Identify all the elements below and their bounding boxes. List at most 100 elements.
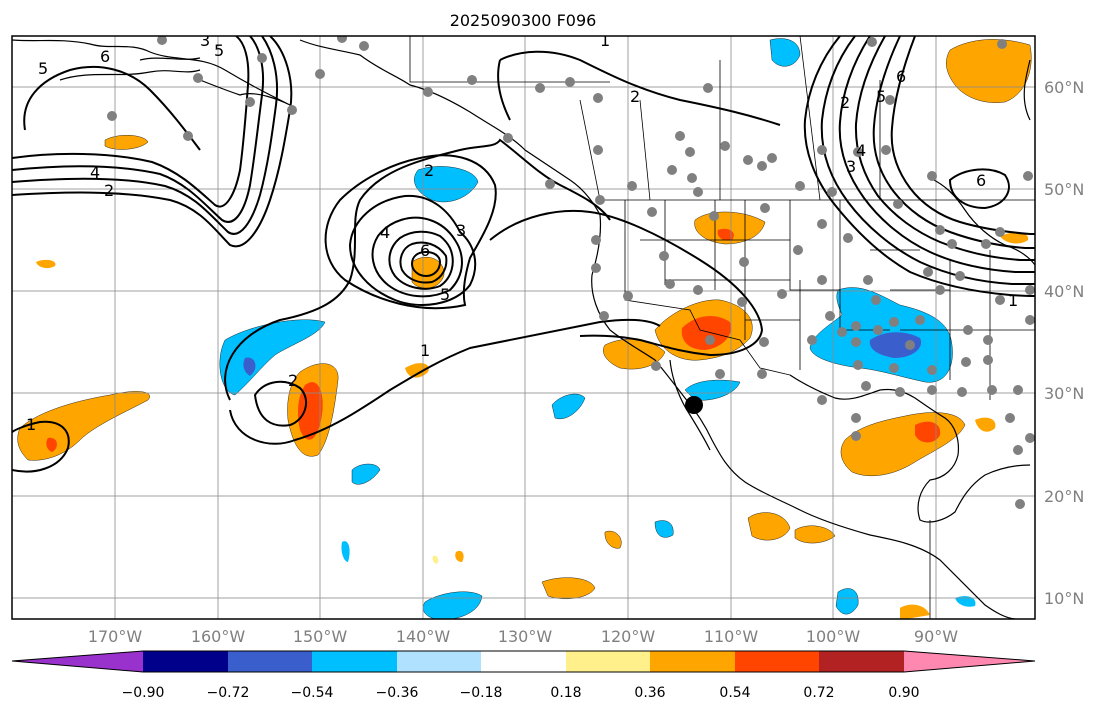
lon-label: 110°W [704, 627, 759, 646]
colorbar-label: 0.54 [719, 685, 750, 701]
shade-area [297, 382, 323, 440]
shade-area [104, 135, 149, 150]
colorbar-label: −0.36 [376, 685, 419, 701]
colorbar-segment [819, 651, 904, 672]
contour-label: 5 [440, 285, 450, 304]
colorbar-label: 0.90 [888, 685, 919, 701]
colorbar-extend-high [904, 651, 1035, 672]
contour-label: 2 [104, 181, 114, 200]
highlight-point [685, 396, 703, 414]
lat-label: 60°N [1044, 78, 1084, 97]
colorbar-outline [11, 650, 1036, 673]
lat-label: 20°N [1044, 487, 1084, 506]
contour-label: 4 [90, 163, 100, 182]
colorbar: −0.90 −0.72 −0.54 −0.36 −0.18 0.18 0.36 … [11, 650, 1036, 701]
shade-area [835, 588, 859, 615]
shade-area [551, 393, 586, 420]
shade-area [604, 530, 622, 549]
contour-label: 3 [846, 157, 856, 176]
colorbar-label: −0.72 [207, 685, 250, 701]
graticule [12, 36, 1035, 619]
shade-area [684, 379, 741, 401]
shade-area [717, 228, 734, 241]
longitude-labels: 170°W 160°W 150°W 140°W 130°W 120°W 110°… [88, 627, 958, 646]
latitude-labels: 60°N 50°N 40°N 30°N 20°N 10°N [1044, 78, 1084, 608]
political-borders [409, 36, 1035, 619]
shade-area [455, 550, 464, 562]
shade-area [869, 332, 922, 358]
contour-label: 5 [214, 41, 224, 60]
coastlines [12, 39, 1035, 619]
contour-label: 3 [456, 221, 466, 240]
shade-area [36, 259, 56, 269]
contour-label: 5 [38, 59, 48, 78]
shade-area [955, 596, 976, 607]
figure-title: 2025090300 F096 [450, 11, 597, 30]
shade-area [681, 316, 732, 350]
shade-area [414, 166, 479, 203]
colorbar-label: 0.18 [550, 685, 581, 701]
colorbar-segment [650, 651, 735, 672]
colorbar-segment [566, 651, 650, 672]
shade-area [46, 437, 57, 452]
contour-label: 6 [896, 67, 906, 86]
contour-label: 6 [976, 171, 986, 190]
shade-area [422, 591, 483, 619]
colorbar-segment [228, 651, 312, 672]
station-points [107, 36, 1035, 509]
contour-label: 5 [876, 87, 886, 106]
shade-area [243, 357, 256, 376]
contour-label: 3 [200, 31, 210, 50]
contour-label: 1 [600, 31, 610, 50]
colorbar-segment [143, 651, 228, 672]
shade-area [975, 417, 996, 432]
shade-area [432, 555, 439, 564]
shade-area [1000, 232, 1029, 244]
contour-label: 2 [630, 87, 640, 106]
lon-label: 90°W [914, 627, 958, 646]
colorbar-label: −0.18 [460, 685, 503, 701]
shade-area [900, 604, 930, 619]
contour-label: 1 [1008, 291, 1018, 310]
contour-label: 1 [26, 415, 36, 434]
colorbar-segment [397, 651, 481, 672]
contour-label: 1 [420, 341, 430, 360]
contour-label-layer: 5 6 5 3 2 4 2 1 2 4 3 6 5 1 2 1 6 6 5 4 … [26, 31, 1018, 434]
shade-area [747, 512, 791, 541]
shade-area [654, 520, 674, 538]
map-frame [11, 35, 1036, 620]
lon-label: 150°W [293, 627, 348, 646]
contour-label: 2 [288, 371, 298, 390]
colorbar-label: −0.54 [291, 685, 334, 701]
contour-label: 4 [380, 223, 390, 242]
colorbar-extend-low [12, 651, 143, 672]
colorbar-segment [481, 651, 566, 672]
contour-lines [12, 36, 1035, 473]
contour-label: 2 [424, 161, 434, 180]
lon-label: 140°W [396, 627, 451, 646]
colorbar-label: 0.36 [634, 685, 665, 701]
colorbar-segment [735, 651, 819, 672]
lat-label: 30°N [1044, 384, 1084, 403]
contour-label: 6 [420, 241, 430, 260]
shade-area [341, 541, 350, 562]
colorbar-label: −0.90 [122, 685, 165, 701]
lon-label: 120°W [601, 627, 656, 646]
lat-label: 40°N [1044, 282, 1084, 301]
lon-label: 130°W [498, 627, 553, 646]
shade-area [794, 525, 836, 544]
lon-label: 160°W [191, 627, 246, 646]
lon-label: 100°W [806, 627, 861, 646]
contour-label: 4 [856, 141, 866, 160]
contour-label: 2 [840, 93, 850, 112]
colorbar-segment [312, 651, 397, 672]
colorbar-label: 0.72 [803, 685, 834, 701]
shade-area [769, 38, 801, 67]
lon-label: 170°W [88, 627, 143, 646]
shade-area [915, 421, 941, 443]
lat-label: 10°N [1044, 589, 1084, 608]
contour-label: 6 [100, 47, 110, 66]
lat-label: 50°N [1044, 180, 1084, 199]
shade-area [351, 463, 381, 485]
